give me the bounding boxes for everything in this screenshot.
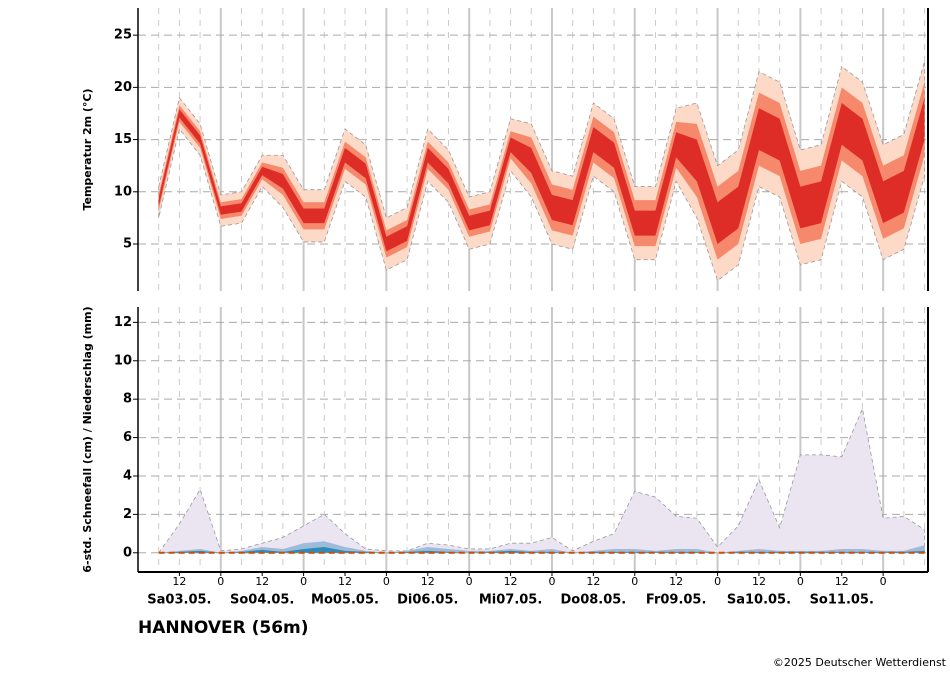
credit: ©2025 Deutscher Wetterdienst [773,656,947,669]
y-axis-title: Temperatur 2m (°C) [81,88,94,210]
day-label: Sa10.05. [727,593,791,608]
precipitation-area [157,407,925,554]
x-tick-label: 12 [835,575,849,588]
x-tick-label: 12 [421,575,435,588]
temperature-band [158,97,925,252]
day-label: So04.05. [230,593,294,608]
station-title: HANNOVER (56m) [138,618,309,638]
x-tick-label: 0 [217,575,224,588]
x-tick-label: 12 [172,575,186,588]
x-tick-label: 12 [752,575,766,588]
x-tick-label: 12 [586,575,600,588]
day-label: So11.05. [810,593,874,608]
x-tick-label: 0 [631,575,638,588]
x-tick-label: 0 [300,575,307,588]
y-tick-label: 12 [114,315,132,330]
y-tick-label: 4 [123,468,132,483]
x-tick-label: 12 [255,575,269,588]
x-tick-label: 0 [548,575,555,588]
precipitation-area [158,547,925,553]
y-tick-label: 15 [114,132,132,147]
day-label: Fr09.05. [646,593,707,608]
x-tick-label: 0 [466,575,473,588]
y-tick-label: 5 [123,237,132,252]
y-axis-title: 6-std. Schneefall (cm) / Niederschlag (m… [81,306,94,572]
day-label: Di06.05. [397,593,458,608]
x-tick-label: 12 [338,575,352,588]
x-tick-label: 12 [669,575,683,588]
x-tick-label: 0 [880,575,887,588]
x-tick-label: 0 [797,575,804,588]
y-tick-label: 10 [114,184,132,199]
x-tick-label: 0 [383,575,390,588]
y-tick-label: 20 [114,80,132,95]
precipitation-area [158,541,925,553]
y-tick-label: 25 [114,28,132,43]
x-tick-label: 12 [504,575,518,588]
y-tick-label: 0 [123,545,132,560]
day-label: Sa03.05. [147,593,211,608]
y-tick-label: 8 [123,392,132,407]
x-tick-label: 0 [714,575,721,588]
y-tick-label: 6 [123,430,132,445]
y-tick-label: 2 [123,507,132,522]
day-label: Do08.05. [560,593,626,608]
day-label: Mi07.05. [479,593,542,608]
y-tick-label: 10 [114,353,132,368]
day-label: Mo05.05. [311,593,379,608]
